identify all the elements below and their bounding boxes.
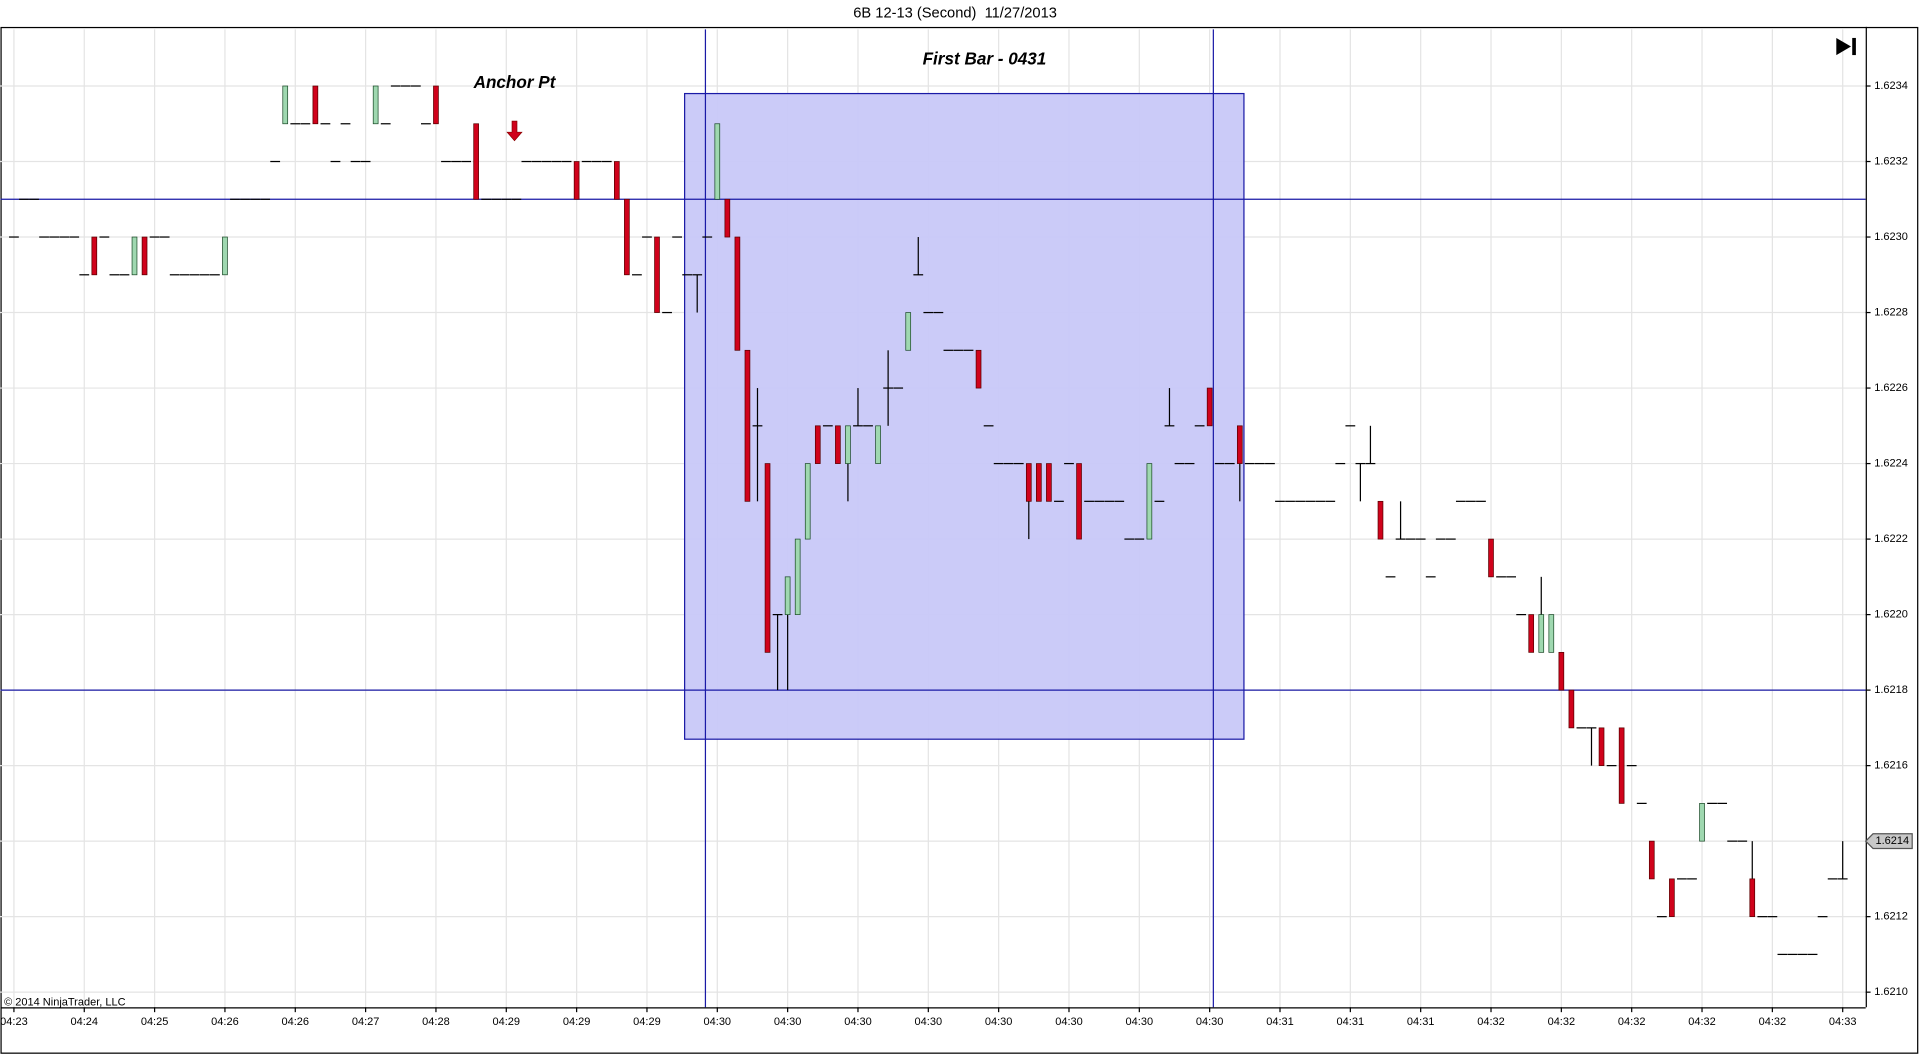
candle-body xyxy=(282,85,289,125)
x-tick-label: 04:30 xyxy=(1126,1016,1154,1028)
x-tick-label: 04:31 xyxy=(1407,1016,1435,1028)
candle-body xyxy=(804,463,811,540)
candle-body xyxy=(1036,463,1042,502)
candle-body xyxy=(131,236,138,276)
candle-body xyxy=(654,236,660,313)
x-tick-label: 04:33 xyxy=(1829,1016,1857,1028)
x-tick-label: 04:29 xyxy=(633,1016,661,1028)
copyright: © 2014 NinjaTrader, LLC xyxy=(4,996,125,1008)
candle-body xyxy=(1538,614,1545,653)
x-tick-label: 04:30 xyxy=(774,1016,802,1028)
candle-body xyxy=(1598,727,1605,766)
candle-body xyxy=(1025,463,1032,502)
x-tick-label: 04:30 xyxy=(704,1016,732,1028)
candle-body xyxy=(1558,651,1565,691)
candle-body xyxy=(1206,387,1213,427)
x-tick-label: 04:32 xyxy=(1759,1016,1787,1028)
last-price-label: 1.6214 xyxy=(1875,835,1909,847)
candle-body xyxy=(1377,500,1384,540)
candle-body xyxy=(222,236,228,276)
candle-body xyxy=(784,576,791,615)
x-tick-label: 04:30 xyxy=(1196,1016,1224,1028)
x-tick-label: 04:30 xyxy=(844,1016,872,1028)
candle-body xyxy=(1528,614,1535,653)
candle-body xyxy=(1046,463,1052,502)
x-tick-label: 04:24 xyxy=(70,1016,98,1028)
x-tick-label: 04:30 xyxy=(985,1016,1013,1028)
anchor-arrow xyxy=(506,120,523,142)
candle-body xyxy=(433,85,439,125)
candle-body xyxy=(975,349,982,389)
candle-body xyxy=(905,312,912,351)
x-tick-label: 04:26 xyxy=(211,1016,239,1028)
x-tick-label: 04:30 xyxy=(1055,1016,1083,1028)
x-tick-label: 04:28 xyxy=(422,1016,450,1028)
x-tick-label: 04:29 xyxy=(563,1016,591,1028)
x-tick-label: 04:29 xyxy=(493,1016,521,1028)
y-tick-label: 1.6232 xyxy=(1874,155,1908,167)
candle-body xyxy=(714,123,721,200)
candle-body xyxy=(835,425,841,464)
candle-body xyxy=(473,123,479,200)
y-tick-label: 1.6224 xyxy=(1874,457,1908,469)
y-tick-label: 1.6222 xyxy=(1874,533,1908,545)
y-tick-label: 1.6220 xyxy=(1874,609,1908,621)
x-tick-label: 04:23 xyxy=(0,1016,28,1028)
x-tick-label: 04:31 xyxy=(1266,1016,1294,1028)
candle-body xyxy=(1076,463,1082,540)
candle-body xyxy=(1618,727,1625,804)
x-tick-label: 04:27 xyxy=(352,1016,380,1028)
y-tick-label: 1.6216 xyxy=(1874,760,1908,772)
x-tick-label: 04:32 xyxy=(1477,1016,1505,1028)
y-tick-label: 1.6228 xyxy=(1874,306,1908,318)
y-tick-label: 1.6234 xyxy=(1874,80,1908,92)
candle-body xyxy=(624,198,630,276)
x-tick-label: 04:31 xyxy=(1337,1016,1365,1028)
candle-body xyxy=(1146,463,1153,540)
x-tick-label: 04:32 xyxy=(1688,1016,1716,1028)
y-tick-label: 1.6210 xyxy=(1874,986,1908,998)
candle-body xyxy=(312,85,319,125)
candle-body xyxy=(764,463,771,653)
candle-body xyxy=(845,425,851,464)
candle-body xyxy=(875,425,881,464)
candle-body xyxy=(1236,425,1243,464)
x-tick-label: 04:32 xyxy=(1618,1016,1646,1028)
candle-body xyxy=(734,236,741,351)
candle-body xyxy=(794,538,801,615)
candle-body xyxy=(1568,689,1575,729)
x-tick-label: 04:30 xyxy=(915,1016,943,1028)
annotation: Anchor Pt xyxy=(473,72,557,92)
candle-body xyxy=(814,425,821,464)
candle-body xyxy=(1548,614,1555,653)
last-price-marker xyxy=(1864,833,1913,850)
x-tick-label: 04:25 xyxy=(141,1016,169,1028)
y-tick-label: 1.6230 xyxy=(1874,231,1908,243)
candle-body xyxy=(1669,878,1675,918)
candle-body xyxy=(614,161,620,200)
x-tick-label: 04:32 xyxy=(1548,1016,1576,1028)
y-tick-label: 1.6212 xyxy=(1874,911,1908,923)
candle-body xyxy=(573,161,580,200)
annotation: First Bar - 0431 xyxy=(923,49,1047,69)
candle-body xyxy=(91,236,98,276)
candles xyxy=(9,85,1848,956)
candle-body xyxy=(724,198,731,238)
chart-title: 6B 12-13 (Second) 11/27/2013 xyxy=(853,5,1057,21)
candle-body xyxy=(141,236,148,276)
candle-body xyxy=(372,85,379,125)
candle-body xyxy=(1749,878,1756,918)
candle-body xyxy=(1699,803,1705,842)
candle-body xyxy=(1648,840,1655,880)
y-tick-label: 1.6226 xyxy=(1874,382,1908,394)
candle-body xyxy=(744,349,751,502)
x-tick-label: 04:26 xyxy=(282,1016,310,1028)
y-tick-label: 1.6218 xyxy=(1874,684,1908,696)
scroll-end-button[interactable] xyxy=(1836,37,1856,56)
candle-body xyxy=(1488,538,1494,578)
